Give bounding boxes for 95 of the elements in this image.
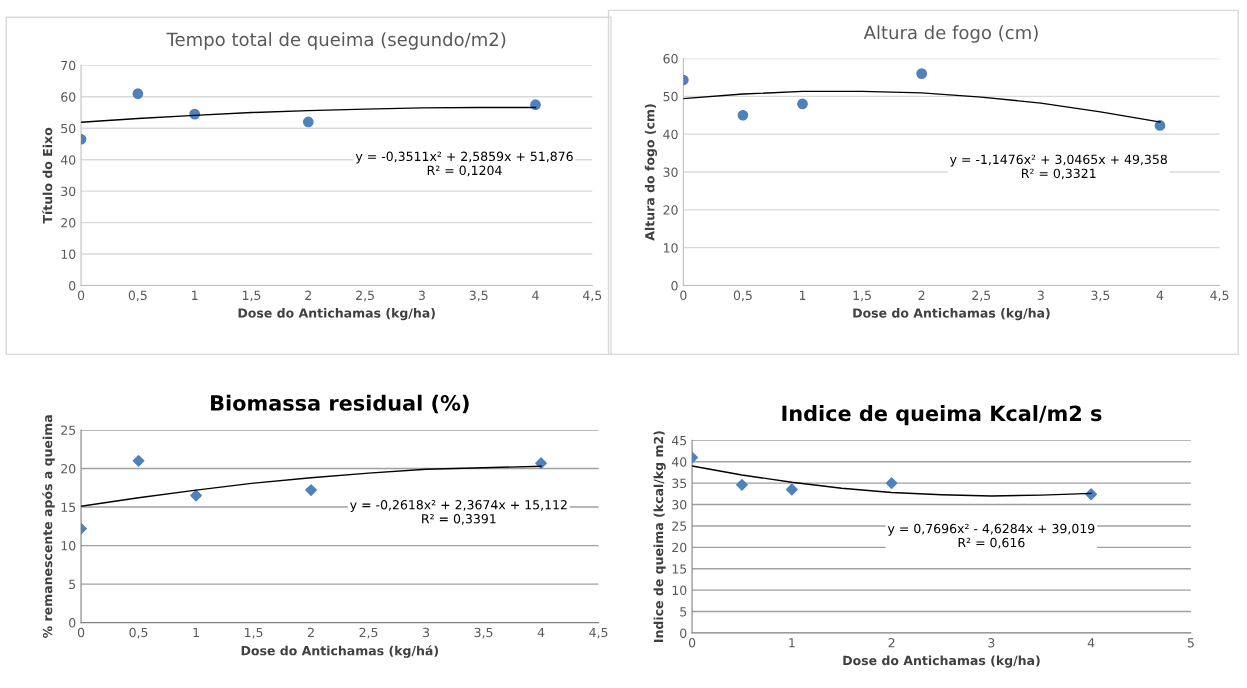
x-tick-label: 1	[193, 627, 199, 637]
x-tick-label: 2	[305, 290, 312, 300]
point	[1085, 488, 1098, 501]
point	[916, 68, 928, 79]
y-tick-label: 30	[61, 186, 76, 197]
x-tick-label: 2	[888, 638, 895, 648]
x-tick-label: 4,5	[583, 290, 602, 302]
y-axis-title: % remanescente após a queima	[42, 415, 55, 638]
x-tick-label: 0	[77, 627, 85, 638]
x-tick-label: 2,5	[359, 627, 378, 639]
x-tick-label: 2	[918, 290, 925, 300]
x-tick-label: 4,5	[589, 627, 608, 639]
x-tick-label: 0,5	[733, 290, 752, 302]
y-tick-label: 30	[672, 500, 687, 510]
x-tick-label: 0	[77, 290, 85, 301]
x-tick-label: 3,5	[474, 627, 493, 639]
y-tick-label: 45	[671, 435, 687, 446]
x-tick-label: 2	[308, 627, 314, 637]
y-axis-title: Título do Eixo	[42, 127, 53, 224]
y-tick-label: 60	[61, 92, 76, 102]
y-tick-label: 70	[61, 60, 76, 71]
x-tick-label: 1,5	[244, 627, 263, 639]
y-tick-label: 10	[61, 249, 76, 259]
x-axis-title: Dose do Antichamas (kg/há)	[241, 645, 438, 658]
y-tick-label: 25	[61, 425, 76, 435]
y-tick-label: 60	[663, 53, 678, 64]
point	[132, 454, 145, 467]
y-tick-label: 35	[672, 478, 687, 489]
point	[736, 478, 748, 491]
x-tick-label: 3	[1037, 290, 1044, 301]
y-tick-label: 0	[69, 280, 76, 291]
chart-title: Biomassa residual (%)	[211, 394, 469, 414]
x-tick-label: 1	[789, 638, 795, 648]
point	[1154, 120, 1166, 131]
point	[785, 483, 798, 496]
x-tick-label: 0,5	[129, 627, 148, 639]
x-tick-label: 3	[423, 627, 430, 638]
x-tick-label: 3	[988, 638, 995, 648]
x-tick-label: 0,5	[128, 290, 147, 302]
x-tick-label: 1	[192, 290, 198, 300]
x-tick-label: 4	[1087, 638, 1095, 648]
x-tick-label: 3	[418, 290, 425, 301]
point	[737, 109, 749, 121]
y-tick-label: 40	[671, 457, 687, 467]
x-axis-title: Dose do Antichamas (kg/ha)	[853, 308, 1050, 321]
y-tick-label: 5	[69, 579, 76, 590]
y-tick-label: 0	[69, 618, 76, 628]
annotation: y = -0,3511x² + 2,5859x + 51,876 R² = 0,1204	[355, 151, 573, 177]
y-tick-label: 20	[61, 464, 76, 474]
x-tick-label: 3,5	[469, 290, 488, 302]
y-tick-label: 0	[671, 280, 678, 291]
y-tick-label: 15	[61, 502, 76, 512]
y-axis-title: Indice de queima (kcal/kg m2)	[653, 431, 666, 642]
point	[535, 457, 547, 470]
x-axis-title: Dose do Antichamas (kg/ha)	[238, 308, 435, 321]
chart-title: Tempo total de queima (segundo/m2)	[166, 32, 506, 50]
point	[302, 116, 314, 128]
annotation: y = -1,1476x² + 3,0465x + 49,358 R² = 0,3321	[949, 154, 1167, 180]
annotation: y = 0,7696x² - 4,6284x + 39,019 R² = 0,616	[887, 523, 1095, 549]
point	[305, 484, 317, 496]
y-tick-label: 20	[61, 218, 76, 228]
y-tick-label: 15	[672, 564, 687, 574]
y-tick-label: 10	[61, 541, 76, 551]
point	[797, 98, 808, 110]
y-tick-label: 10	[672, 585, 687, 596]
y-axis-title: Altura do fogo (cm)	[644, 104, 658, 241]
x-tick-label: 5	[1187, 638, 1194, 648]
x-axis-title: Dose do Antichamas (kg/ha)	[843, 655, 1040, 668]
y-tick-label: 40	[60, 155, 76, 165]
x-tick-label: 2,5	[972, 290, 991, 302]
x-tick-label: 4	[532, 290, 539, 300]
point	[132, 88, 144, 100]
y-tick-label: 25	[672, 521, 687, 531]
y-tick-label: 20	[672, 542, 687, 553]
x-tick-label: 4	[537, 627, 545, 637]
chart-title: Altura de fogo (cm)	[863, 25, 1038, 43]
point	[885, 477, 898, 490]
y-tick-label: 50	[663, 91, 678, 102]
chart-title: Indice de queima Kcal/m2 s	[782, 405, 1102, 426]
x-tick-label: 2,5	[356, 290, 374, 302]
x-tick-label: 4,5	[1210, 290, 1229, 302]
x-tick-label: 4	[1156, 290, 1164, 300]
x-tick-label: 1,5	[853, 290, 871, 302]
y-tick-label: 5	[680, 607, 687, 617]
y-tick-label: 30	[663, 167, 678, 177]
x-tick-label: 1	[799, 290, 806, 300]
x-tick-label: 1,5	[242, 290, 261, 302]
x-tick-label: 0	[688, 638, 696, 648]
y-tick-label: 20	[663, 205, 678, 215]
y-tick-label: 40	[663, 129, 678, 140]
annotation: y = -0,2618x² + 2,3674x + 15,112 R² = 0,3391	[350, 500, 567, 525]
y-tick-label: 10	[663, 243, 678, 253]
point	[190, 489, 202, 502]
y-tick-label: 50	[61, 123, 76, 134]
x-tick-label: 3,5	[1091, 290, 1110, 302]
